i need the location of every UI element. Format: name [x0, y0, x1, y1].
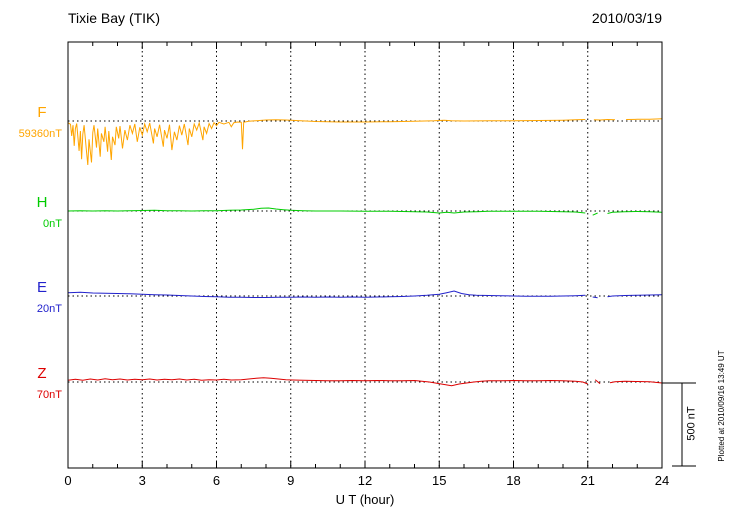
- scale-bar-label: 500 nT: [685, 406, 698, 441]
- x-tick-label-15: 15: [432, 473, 447, 488]
- x-tick-label-18: 18: [506, 473, 521, 488]
- series-label-E: E: [36, 279, 47, 296]
- trace-F: [67, 118, 663, 166]
- x-tick-label-21: 21: [580, 473, 595, 488]
- x-tick-label-24: 24: [654, 473, 670, 488]
- x-tick-label-9: 9: [287, 473, 295, 488]
- trace-H: [67, 207, 663, 216]
- x-axis-label: U T (hour): [335, 492, 395, 507]
- series-label-Z: Z: [37, 365, 47, 382]
- series-label-H: H: [36, 194, 48, 211]
- x-tick-label-3: 3: [138, 473, 146, 488]
- station-title: Tixie Bay (TIK): [68, 10, 161, 26]
- x-tick-label-6: 6: [212, 473, 221, 488]
- series-baseline-value-E: 20nT: [36, 303, 62, 315]
- date-label: 2010/03/19: [591, 10, 662, 26]
- trace-E: [67, 290, 663, 299]
- series-baseline-value-H: 0nT: [43, 218, 62, 230]
- series-baseline-value-F: 59360nT: [18, 128, 62, 140]
- series-label-F: F: [37, 104, 47, 121]
- plotted-at-label: Plotted at 2010/09/16 13:49 UT: [717, 350, 726, 462]
- x-tick-label-0: 0: [64, 473, 72, 488]
- x-tick-label-12: 12: [357, 473, 373, 488]
- trace-Z: [67, 377, 663, 387]
- series-baseline-value-Z: 70nT: [36, 389, 62, 401]
- plot-border: [67, 41, 663, 469]
